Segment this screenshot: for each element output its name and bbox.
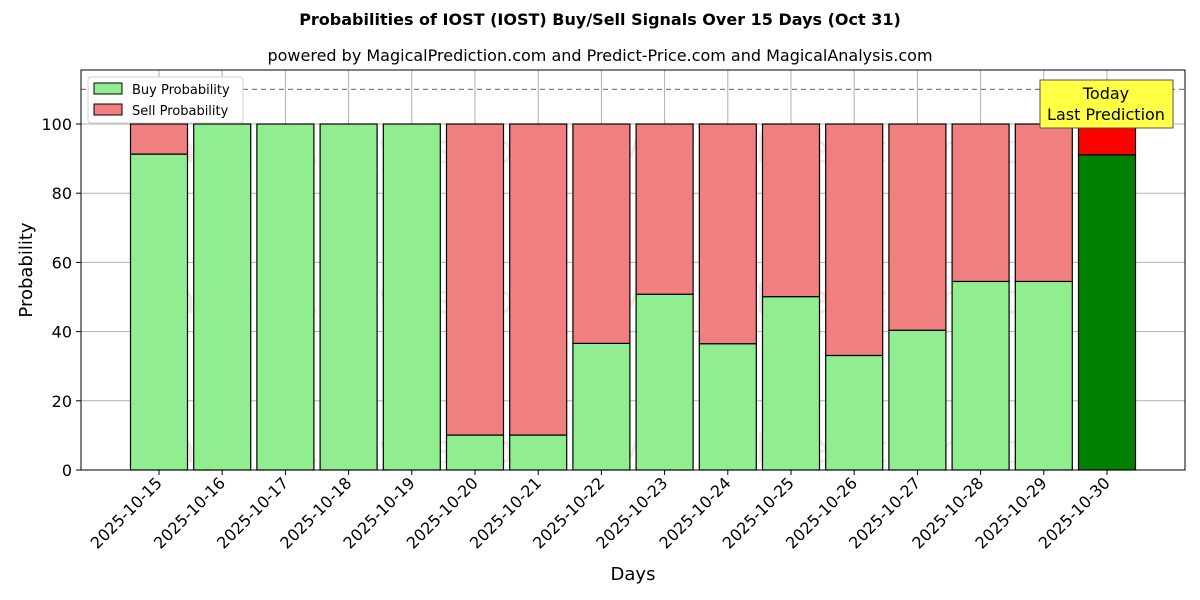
y-tick-label: 40: [52, 323, 72, 342]
sell-bar: [825, 123, 884, 357]
sell-bar: [1014, 123, 1073, 283]
legend-buy-label: Buy Probability: [132, 83, 230, 98]
sell-bar: [761, 123, 821, 298]
chart-title: Probabilities of IOST (IOST) Buy/Sell Si…: [299, 10, 901, 29]
y-tick-label: 60: [52, 253, 72, 272]
sell-bar: [1077, 123, 1137, 156]
legend-sell-label: Sell Probability: [132, 104, 229, 119]
sell-bar: [888, 123, 947, 331]
buy-bar: [193, 123, 252, 471]
y-tick-label: 80: [52, 184, 72, 203]
y-tick-label: 20: [52, 392, 72, 411]
buy-bar: [1014, 280, 1073, 471]
sell-bar: [951, 123, 1010, 283]
annotation-box: [1039, 79, 1174, 129]
buy-bar: [572, 342, 631, 471]
buy-bar: [256, 123, 315, 471]
axes-frame: [80, 69, 1186, 471]
buy-bar: [635, 293, 694, 471]
buy-bar: [319, 123, 378, 471]
buy-bar: [825, 354, 884, 471]
sell-bar: [509, 123, 568, 436]
sell-bar: [129, 123, 189, 155]
annotation-line1: Today: [1082, 84, 1129, 103]
buy-bar: [509, 434, 568, 471]
legend-buy-swatch: [93, 82, 123, 95]
buy-bar: [1077, 154, 1137, 471]
buy-bar: [951, 280, 1010, 471]
y-tick-label: 0: [62, 461, 72, 480]
annotation-line2: Last Prediction: [1047, 105, 1165, 124]
buy-bar: [888, 329, 947, 471]
sell-bar: [698, 123, 757, 345]
buy-bar: [129, 153, 189, 471]
sell-bar: [572, 123, 631, 344]
buy-bar: [382, 123, 441, 471]
legend-sell-swatch: [93, 103, 123, 116]
buy-bar: [445, 434, 505, 471]
legend: [87, 76, 244, 124]
chart-subtitle: powered by MagicalPrediction.com and Pre…: [267, 46, 933, 65]
sell-bar: [635, 123, 694, 295]
y-tick-label: 100: [41, 115, 72, 134]
y-axis-label: Probability: [16, 222, 37, 317]
sell-bar: [445, 123, 505, 436]
buy-bar: [698, 343, 757, 471]
x-axis-label: Days: [611, 564, 656, 585]
buy-bar: [761, 296, 821, 471]
